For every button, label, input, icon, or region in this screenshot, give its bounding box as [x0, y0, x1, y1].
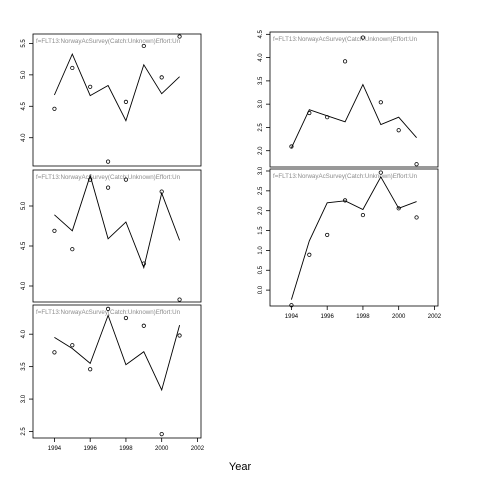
x-tick-label: 1998	[356, 314, 370, 320]
panel-frame	[32, 169, 202, 303]
panel-title: f=FLT13:NorwayAcSurvey(Catch:Unknown)Eff…	[273, 173, 418, 180]
data-point	[289, 303, 294, 308]
data-point	[342, 59, 348, 64]
y-tick-label: 4.5	[21, 241, 27, 250]
y-tick-label: 1.0	[258, 246, 264, 255]
data-point	[325, 115, 330, 120]
y-tick-label: 2.5	[258, 186, 264, 195]
x-tick-label: 1996	[321, 314, 335, 320]
y-tick-label: 4.5	[21, 101, 27, 110]
data-point	[360, 212, 366, 218]
fitted-line	[54, 314, 181, 392]
y-tick-label: 1.5	[258, 226, 264, 235]
data-point	[141, 261, 146, 266]
data-point	[159, 189, 164, 194]
data-point	[414, 215, 419, 220]
y-tick-label: 3.5	[21, 362, 27, 371]
data-point	[52, 106, 57, 111]
data-point	[123, 177, 129, 182]
y-tick-label: 5.0	[21, 70, 27, 79]
chart-panel-3: f=FLT13:NorwayAcSurvey(Catch:Unknown)Eff…	[21, 169, 202, 303]
data-point	[123, 315, 129, 321]
chart-panel-1: f=FLT13:NorwayAcSurvey(Catch:Unknown)Eff…	[21, 33, 202, 167]
x-tick-label: 1998	[119, 446, 133, 452]
panel-frame	[32, 304, 202, 439]
data-point	[141, 43, 146, 49]
fitted-line	[54, 174, 181, 270]
fitted-line	[290, 175, 417, 300]
data-point	[70, 65, 75, 71]
data-point	[307, 252, 312, 257]
data-point	[105, 185, 111, 190]
x-tick-label: 1996	[84, 446, 98, 452]
y-tick-label: 3.5	[258, 76, 264, 85]
data-point	[159, 432, 164, 437]
fitted-line	[53, 52, 180, 122]
y-tick-label: 5.0	[21, 201, 27, 210]
chart-panel-4: f=FLT13:NorwayAcSurvey(Catch:Unknown)Eff…	[258, 166, 442, 320]
y-tick-label: 3.0	[258, 166, 264, 175]
y-tick-label: 4.0	[21, 329, 27, 338]
data-point	[325, 232, 330, 238]
data-point	[141, 323, 146, 328]
data-point	[88, 367, 93, 372]
x-tick-label: 2000	[392, 314, 406, 320]
data-point	[342, 198, 348, 203]
y-tick-label: 2.5	[258, 123, 264, 132]
panel-title: f=FLT13:NorwayAcSurvey(Catch:Unknown)Eff…	[36, 309, 181, 316]
data-point	[307, 110, 312, 116]
x-axis-label: Year	[229, 461, 252, 473]
data-point	[378, 100, 383, 105]
y-tick-label: 3.0	[21, 394, 27, 403]
data-point	[88, 84, 93, 89]
data-point	[52, 228, 57, 233]
y-tick-label: 4.0	[21, 133, 27, 142]
data-point	[378, 170, 383, 175]
data-point	[88, 177, 93, 182]
x-tick-label: 2002	[191, 446, 205, 452]
y-tick-label: 4.5	[258, 29, 264, 38]
data-point	[70, 343, 75, 348]
data-point	[177, 34, 182, 39]
panel-title: f=FLT13:NorwayAcSurvey(Catch:Unknown)Eff…	[36, 174, 181, 181]
data-point	[123, 99, 129, 104]
y-tick-label: 0.0	[258, 285, 264, 294]
data-point	[159, 75, 164, 80]
data-point	[289, 144, 294, 149]
x-tick-label: 2002	[428, 314, 442, 320]
data-point	[177, 297, 182, 302]
x-tick-label: 1994	[285, 314, 299, 320]
data-point	[177, 333, 182, 338]
y-tick-label: 3.0	[258, 99, 264, 108]
data-point	[396, 206, 401, 211]
data-point	[360, 35, 366, 40]
y-tick-label: 4.0	[21, 281, 27, 290]
x-tick-label: 1994	[48, 446, 62, 452]
x-tick-label: 2000	[155, 446, 169, 452]
data-point	[414, 162, 419, 167]
panel-frame	[269, 168, 439, 307]
fitted-line	[290, 83, 417, 149]
y-tick-label: 2.5	[21, 427, 27, 436]
chart-panel-2: f=FLT13:NorwayAcSurvey(Catch:Unknown)Eff…	[258, 29, 439, 168]
panel-title: f=FLT13:NorwayAcSurvey(Catch:Unknown)Eff…	[273, 36, 418, 43]
panel-title: f=FLT13:NorwayAcSurvey(Catch:Unknown)Eff…	[36, 38, 181, 45]
y-tick-label: 5.5	[21, 39, 27, 48]
panel-frame	[269, 31, 439, 168]
panel-frame	[32, 33, 202, 167]
data-point	[105, 306, 111, 311]
y-tick-label: 0.5	[258, 265, 264, 274]
data-point	[52, 350, 57, 355]
y-tick-label: 2.0	[258, 146, 264, 155]
y-tick-label: 2.0	[258, 206, 264, 215]
chart-panel-5: f=FLT13:NorwayAcSurvey(Catch:Unknown)Eff…	[21, 304, 205, 452]
y-tick-label: 4.0	[258, 53, 264, 62]
data-point	[70, 247, 75, 252]
data-point	[396, 128, 401, 133]
data-point	[105, 159, 111, 164]
